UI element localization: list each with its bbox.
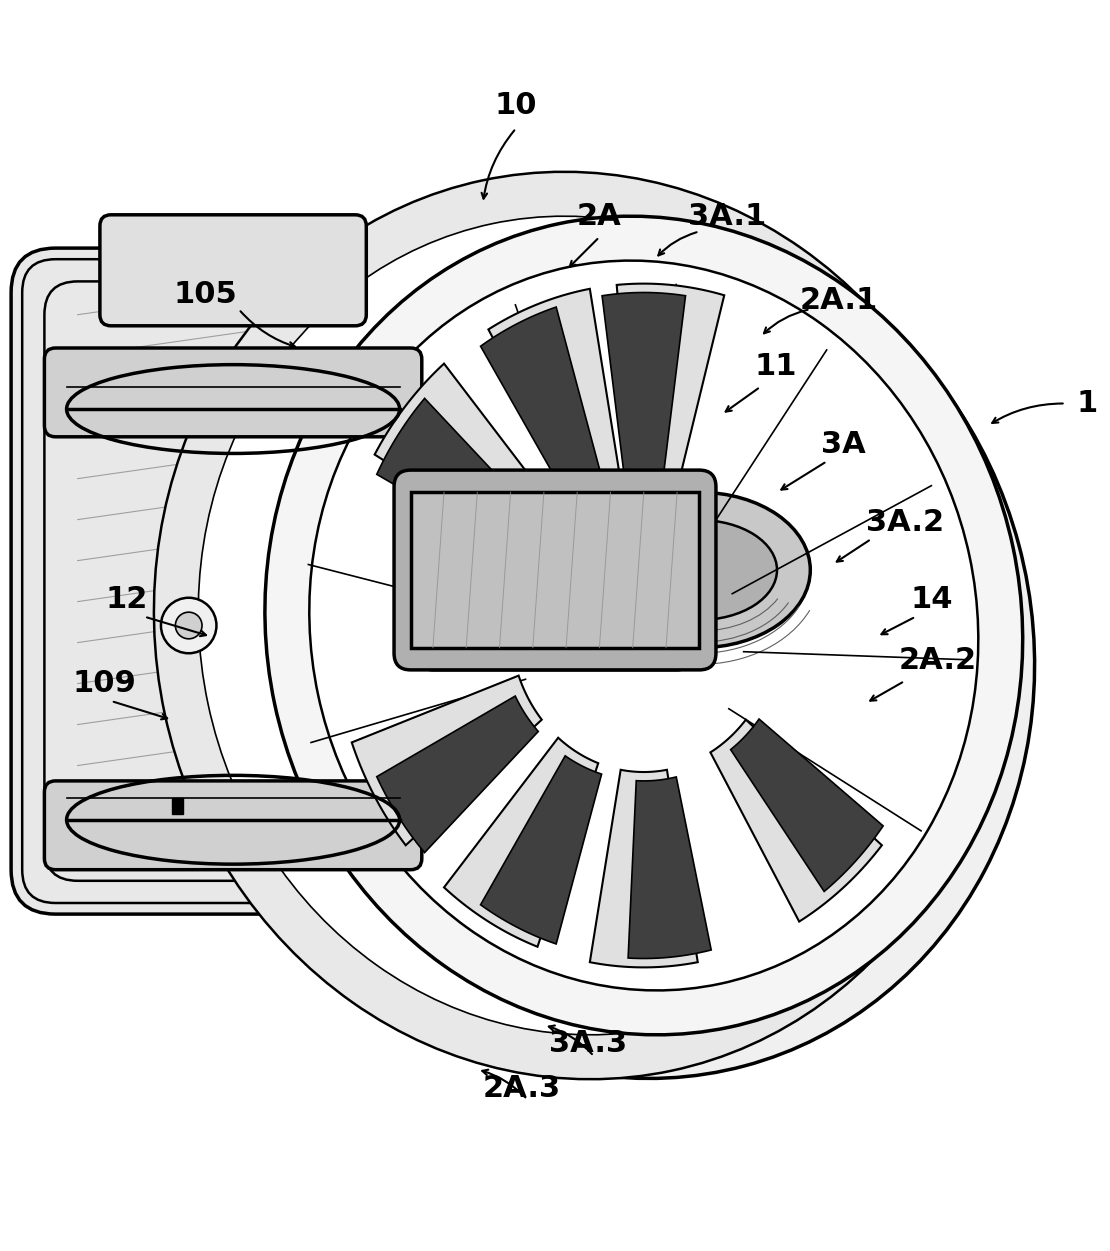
Text: 2A.1: 2A.1: [799, 285, 877, 315]
Polygon shape: [488, 289, 620, 499]
Ellipse shape: [199, 216, 956, 1035]
Text: 105: 105: [173, 280, 238, 309]
Text: 14: 14: [910, 585, 952, 614]
Polygon shape: [730, 719, 884, 892]
Ellipse shape: [154, 171, 1000, 1080]
Ellipse shape: [275, 261, 990, 1035]
FancyBboxPatch shape: [11, 248, 455, 914]
Text: 2A: 2A: [577, 203, 622, 231]
Text: 3A.2: 3A.2: [866, 508, 944, 537]
Text: 3A.3: 3A.3: [549, 1030, 627, 1058]
FancyBboxPatch shape: [100, 215, 366, 325]
Polygon shape: [617, 284, 724, 484]
Polygon shape: [444, 738, 598, 947]
FancyBboxPatch shape: [411, 493, 699, 648]
Polygon shape: [481, 306, 602, 495]
FancyBboxPatch shape: [394, 470, 716, 669]
Bar: [172, 798, 183, 814]
Polygon shape: [481, 756, 602, 945]
FancyBboxPatch shape: [44, 348, 422, 437]
Polygon shape: [589, 769, 698, 967]
Ellipse shape: [455, 537, 655, 648]
Ellipse shape: [231, 216, 1035, 1078]
Text: 2A.3: 2A.3: [483, 1073, 561, 1103]
Polygon shape: [375, 364, 558, 552]
Polygon shape: [602, 293, 686, 472]
Text: 1: 1: [1077, 389, 1098, 418]
Ellipse shape: [433, 448, 677, 603]
Ellipse shape: [310, 260, 978, 991]
Polygon shape: [376, 398, 538, 555]
Text: 11: 11: [755, 353, 797, 382]
Text: 10: 10: [495, 91, 537, 120]
Circle shape: [175, 612, 202, 639]
Ellipse shape: [265, 216, 1022, 1035]
Circle shape: [161, 598, 216, 653]
Polygon shape: [376, 696, 538, 853]
Text: 3A.1: 3A.1: [688, 203, 766, 231]
Polygon shape: [628, 777, 712, 958]
Ellipse shape: [588, 493, 810, 648]
Text: 2A.2: 2A.2: [899, 647, 977, 676]
FancyBboxPatch shape: [422, 514, 688, 669]
Text: 109: 109: [72, 668, 137, 698]
Text: 12: 12: [105, 585, 148, 614]
Ellipse shape: [622, 520, 777, 620]
Text: 3A: 3A: [821, 430, 866, 459]
Ellipse shape: [433, 514, 677, 669]
Polygon shape: [352, 676, 542, 846]
FancyBboxPatch shape: [44, 781, 422, 869]
Polygon shape: [710, 719, 881, 922]
